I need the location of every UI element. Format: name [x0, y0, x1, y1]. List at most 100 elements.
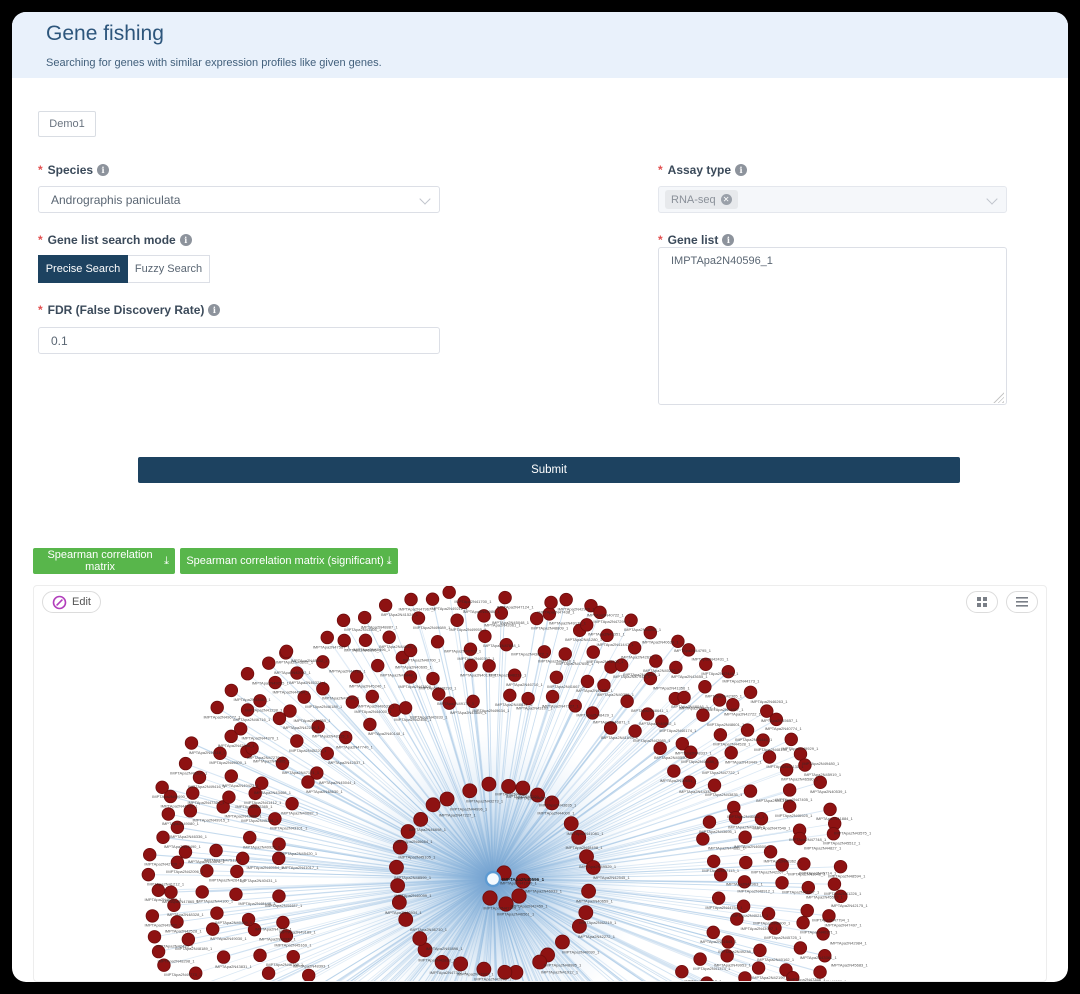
gene-node[interactable] — [677, 690, 691, 705]
gene-node[interactable] — [147, 930, 162, 944]
gene-node[interactable] — [696, 832, 710, 846]
gene-node[interactable] — [545, 689, 560, 704]
gene-node[interactable] — [793, 941, 808, 955]
gene-node[interactable] — [210, 906, 224, 920]
gene-node[interactable] — [563, 816, 579, 831]
gene-node[interactable] — [521, 691, 535, 706]
gene-node[interactable] — [743, 685, 758, 699]
gene-node[interactable] — [151, 883, 166, 898]
gene-node[interactable] — [726, 698, 740, 712]
gene-node[interactable] — [430, 635, 445, 649]
gene-node[interactable] — [580, 618, 594, 632]
gene-node[interactable] — [700, 976, 714, 981]
gene-node[interactable] — [822, 909, 836, 923]
gene-node[interactable] — [404, 592, 418, 607]
gene-node[interactable] — [224, 729, 238, 744]
gene-node[interactable] — [210, 700, 224, 715]
gene-node[interactable] — [833, 859, 848, 874]
gene-node[interactable] — [478, 629, 492, 644]
search-mode-info-icon[interactable]: i — [179, 234, 192, 246]
gene-node[interactable] — [248, 786, 262, 801]
gene-node[interactable] — [736, 899, 751, 913]
gene-node[interactable] — [507, 668, 522, 682]
gene-node[interactable] — [255, 776, 269, 790]
gene-node[interactable] — [549, 670, 564, 684]
gene-node[interactable] — [206, 922, 220, 936]
gene-node[interactable] — [769, 712, 784, 727]
gene-node[interactable] — [494, 606, 509, 620]
gene-node[interactable] — [297, 690, 311, 704]
gene-node[interactable] — [728, 810, 743, 825]
gene-node[interactable] — [497, 964, 513, 980]
gene-node[interactable] — [555, 934, 570, 950]
gene-node[interactable] — [702, 815, 717, 829]
gene-node[interactable] — [425, 797, 441, 813]
gene-node[interactable] — [571, 918, 587, 934]
gene-node[interactable] — [775, 876, 789, 890]
gene-node[interactable] — [453, 956, 469, 972]
spearman-matrix-significant-download-button[interactable]: Spearman correlation matrix (significant… — [180, 548, 398, 574]
gene-node[interactable] — [163, 789, 178, 804]
edit-button[interactable]: Edit — [42, 591, 101, 613]
gene-node[interactable] — [222, 790, 236, 804]
gene-node[interactable] — [262, 656, 276, 670]
gene-node[interactable] — [499, 637, 514, 652]
gene-node[interactable] — [826, 827, 841, 841]
gene-node[interactable] — [357, 610, 372, 625]
species-select[interactable]: Andrographis paniculata — [38, 186, 440, 213]
gene-node[interactable] — [403, 670, 418, 684]
gene-node[interactable] — [827, 877, 842, 891]
gene-node[interactable] — [544, 795, 560, 811]
gene-node[interactable] — [743, 784, 758, 798]
gene-node[interactable] — [290, 666, 304, 680]
gene-node[interactable] — [559, 592, 573, 607]
gene-node[interactable] — [442, 586, 456, 599]
gene-node[interactable] — [544, 595, 558, 610]
gene-node[interactable] — [371, 658, 385, 673]
gene-node[interactable] — [614, 658, 629, 672]
gene-node[interactable] — [696, 708, 710, 722]
gene-node[interactable] — [247, 804, 262, 818]
gene-node[interactable] — [390, 878, 406, 894]
precise-search-option[interactable]: Precise Search — [38, 255, 128, 283]
gene-node[interactable] — [579, 849, 594, 865]
gene-node[interactable] — [669, 660, 683, 675]
gene-node[interactable] — [389, 859, 404, 875]
gene-node[interactable] — [403, 643, 418, 658]
gene-node[interactable] — [784, 732, 798, 747]
gene-list-info-icon[interactable]: i — [722, 234, 735, 246]
gene-node[interactable] — [178, 845, 193, 859]
gene-node[interactable] — [627, 641, 642, 655]
gene-node[interactable] — [580, 674, 595, 689]
gene-node[interactable] — [581, 883, 596, 899]
gene-node[interactable] — [585, 706, 600, 720]
gene-node[interactable] — [170, 915, 184, 929]
gene-node[interactable] — [585, 860, 601, 875]
gene-node[interactable] — [681, 643, 696, 657]
gene-node[interactable] — [279, 929, 294, 943]
gene-node[interactable] — [482, 659, 496, 673]
tag-close-icon[interactable]: ✕ — [720, 194, 732, 205]
gene-node[interactable] — [358, 633, 373, 648]
gene-node[interactable] — [818, 949, 832, 963]
grid-view-button[interactable] — [966, 591, 998, 613]
gene-node[interactable] — [624, 613, 638, 627]
gene-node[interactable] — [157, 958, 171, 972]
gene-list-textarea[interactable]: IMPTApa2N40596_1 — [658, 247, 1007, 405]
gene-node[interactable] — [620, 694, 634, 708]
gene-node[interactable] — [170, 855, 185, 870]
gene-node[interactable] — [720, 949, 734, 963]
gene-node[interactable] — [498, 590, 512, 605]
gene-node[interactable] — [184, 736, 199, 750]
gene-node[interactable] — [243, 830, 257, 845]
gene-node[interactable] — [584, 598, 598, 613]
gene-node[interactable] — [186, 786, 200, 800]
gene-node[interactable] — [261, 966, 276, 980]
gene-node[interactable] — [391, 895, 407, 910]
gene-node[interactable] — [425, 592, 440, 606]
gene-node[interactable] — [671, 634, 685, 649]
gene-node[interactable] — [721, 935, 735, 949]
fuzzy-search-option[interactable]: Fuzzy Search — [128, 255, 210, 283]
gene-node[interactable] — [768, 921, 782, 935]
gene-node[interactable] — [586, 645, 600, 659]
